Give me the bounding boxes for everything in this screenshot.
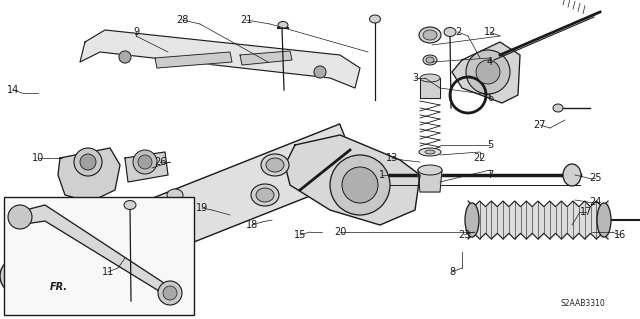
Text: 24: 24 bbox=[589, 197, 601, 207]
Text: 15: 15 bbox=[294, 230, 306, 240]
Ellipse shape bbox=[251, 184, 279, 206]
Ellipse shape bbox=[266, 158, 284, 172]
Polygon shape bbox=[18, 205, 172, 299]
Polygon shape bbox=[418, 170, 442, 192]
Circle shape bbox=[138, 155, 152, 169]
Text: 10: 10 bbox=[32, 153, 44, 163]
Text: 23: 23 bbox=[458, 230, 470, 240]
Ellipse shape bbox=[418, 165, 442, 175]
Text: 20: 20 bbox=[334, 227, 346, 237]
Circle shape bbox=[133, 150, 157, 174]
Text: S2AAB3310: S2AAB3310 bbox=[560, 299, 605, 308]
Polygon shape bbox=[12, 124, 360, 306]
Polygon shape bbox=[125, 152, 168, 182]
Ellipse shape bbox=[444, 27, 456, 36]
Ellipse shape bbox=[423, 55, 437, 65]
Text: 17: 17 bbox=[580, 207, 592, 217]
Circle shape bbox=[330, 155, 390, 215]
Text: 19: 19 bbox=[196, 203, 208, 213]
Ellipse shape bbox=[423, 30, 437, 40]
Text: 4: 4 bbox=[487, 57, 493, 67]
Circle shape bbox=[476, 60, 500, 84]
Circle shape bbox=[80, 154, 96, 170]
Ellipse shape bbox=[369, 15, 381, 23]
Circle shape bbox=[314, 66, 326, 78]
Text: FR.: FR. bbox=[50, 282, 68, 292]
Text: 2: 2 bbox=[455, 27, 461, 37]
Text: 22: 22 bbox=[474, 153, 486, 163]
Polygon shape bbox=[420, 78, 440, 98]
Text: 6: 6 bbox=[487, 93, 493, 103]
Ellipse shape bbox=[426, 57, 434, 63]
Ellipse shape bbox=[597, 203, 611, 237]
Ellipse shape bbox=[553, 104, 563, 112]
Circle shape bbox=[158, 281, 182, 305]
Ellipse shape bbox=[278, 21, 288, 28]
Circle shape bbox=[163, 286, 177, 300]
Text: 3: 3 bbox=[412, 73, 418, 83]
Polygon shape bbox=[58, 148, 120, 202]
Text: 1: 1 bbox=[379, 170, 385, 180]
Ellipse shape bbox=[256, 188, 274, 202]
Bar bbox=[4, 197, 194, 315]
Polygon shape bbox=[285, 135, 420, 225]
Text: 26: 26 bbox=[154, 157, 166, 167]
Text: 25: 25 bbox=[589, 173, 601, 183]
Text: 18: 18 bbox=[246, 220, 258, 230]
Text: 14: 14 bbox=[7, 85, 19, 95]
Circle shape bbox=[119, 51, 131, 63]
Ellipse shape bbox=[420, 74, 440, 82]
Ellipse shape bbox=[465, 203, 479, 237]
Circle shape bbox=[466, 50, 510, 94]
Text: 11: 11 bbox=[102, 267, 114, 277]
Ellipse shape bbox=[0, 260, 28, 292]
Text: 8: 8 bbox=[449, 267, 455, 277]
Ellipse shape bbox=[261, 154, 289, 176]
Text: 27: 27 bbox=[534, 120, 547, 130]
Ellipse shape bbox=[167, 189, 183, 201]
Circle shape bbox=[342, 167, 378, 203]
Text: 21: 21 bbox=[240, 15, 252, 25]
Text: 13: 13 bbox=[386, 153, 398, 163]
Polygon shape bbox=[452, 42, 520, 103]
Circle shape bbox=[74, 148, 102, 176]
Text: 16: 16 bbox=[614, 230, 626, 240]
Ellipse shape bbox=[563, 164, 581, 186]
Text: 5: 5 bbox=[487, 140, 493, 150]
Circle shape bbox=[8, 205, 32, 229]
Ellipse shape bbox=[425, 150, 435, 154]
Text: 9: 9 bbox=[133, 27, 139, 37]
Polygon shape bbox=[80, 30, 360, 88]
Ellipse shape bbox=[124, 201, 136, 210]
Polygon shape bbox=[155, 52, 232, 68]
Ellipse shape bbox=[419, 27, 441, 43]
Polygon shape bbox=[240, 51, 292, 65]
Text: 28: 28 bbox=[176, 15, 188, 25]
Text: 7: 7 bbox=[487, 170, 493, 180]
Ellipse shape bbox=[419, 148, 441, 156]
Text: 12: 12 bbox=[484, 27, 496, 37]
